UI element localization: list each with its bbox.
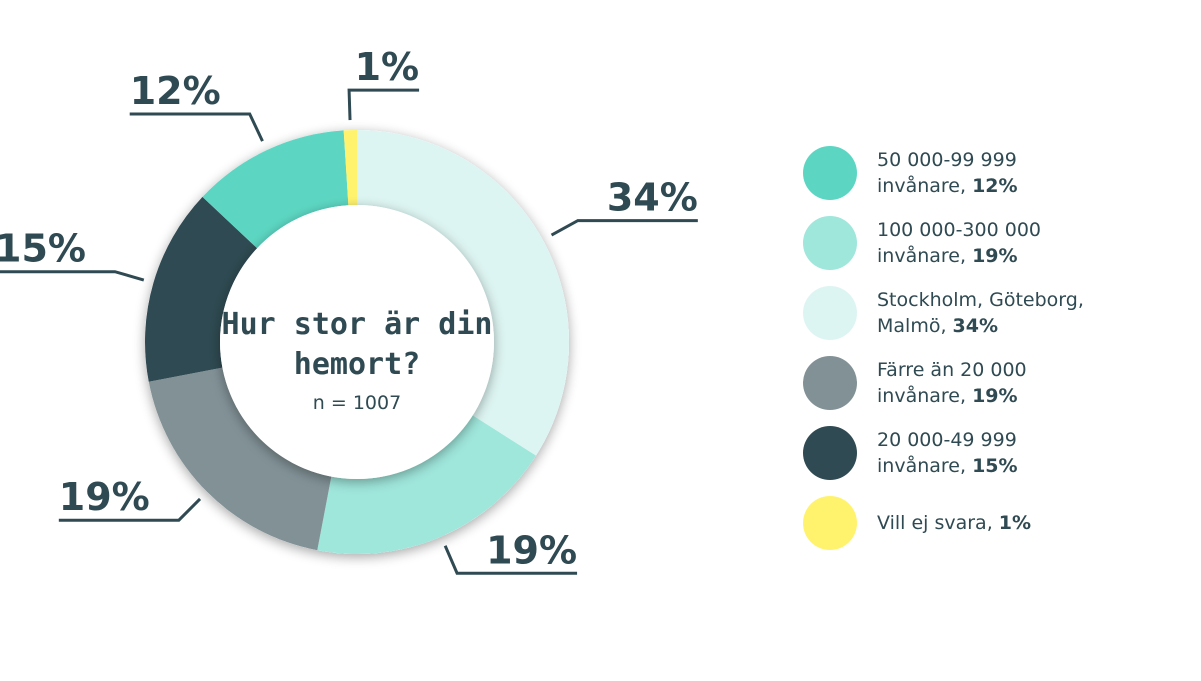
legend-label-line-2: invånare,	[877, 245, 973, 267]
center-text: Hur stor är din hemort? n = 1007	[222, 307, 493, 414]
legend-value: 19%	[972, 245, 1018, 267]
chart-title-line-1: Hur stor är din	[222, 307, 493, 342]
legend-swatch	[803, 146, 857, 200]
legend-value: 19%	[972, 385, 1018, 407]
legend-item: Stockholm, Göteborg, Malmö, 34%	[803, 286, 1193, 340]
legend-item: 100 000-300 000 invånare, 19%	[803, 216, 1193, 270]
legend-label-line-1: 100 000-300 000	[877, 219, 1041, 241]
leader-line	[0, 270, 145, 282]
legend-swatch	[803, 426, 857, 480]
pie-slice	[357, 130, 569, 456]
legend-label-line-2: invånare,	[877, 455, 973, 477]
legend-label: Färre än 20 000 invånare, 19%	[877, 357, 1027, 409]
chart-subtitle: n = 1007	[313, 392, 401, 414]
legend-label-line-1: Färre än 20 000	[877, 359, 1027, 381]
legend-label-line-1: 50 000-99 999	[877, 149, 1017, 171]
legend-label: Vill ej svara, 1%	[877, 510, 1031, 536]
labels-group: 34% 19% 19% 15% 12% 1%	[0, 45, 698, 572]
slices-group	[145, 130, 569, 554]
data-label: 19%	[59, 475, 150, 519]
data-label: 12%	[130, 69, 221, 113]
legend-swatch	[803, 216, 857, 270]
legend-value: 12%	[972, 175, 1018, 197]
legend-label: 50 000-99 999 invånare, 12%	[877, 147, 1018, 199]
leaders-group	[0, 88, 698, 575]
legend-label-line-2: invånare,	[877, 385, 973, 407]
pie-slice	[145, 196, 258, 382]
legend-swatch	[803, 286, 857, 340]
legend-label: Stockholm, Göteborg, Malmö, 34%	[877, 287, 1084, 339]
leader-line	[58, 497, 202, 522]
legend-label: 20 000-49 999 invånare, 15%	[877, 427, 1018, 479]
donut-hole	[220, 205, 494, 479]
pie-slice	[202, 130, 349, 249]
chart-title-line-2: hemort?	[294, 347, 420, 382]
leader-line	[347, 88, 420, 121]
pie-slice	[343, 130, 357, 206]
data-label: 1%	[355, 45, 420, 89]
legend-label: 100 000-300 000 invånare, 19%	[877, 217, 1041, 269]
pie-slice	[317, 415, 536, 554]
legend-item: 20 000-49 999 invånare, 15%	[803, 426, 1193, 480]
leader-line	[550, 219, 698, 237]
legend-value: 15%	[972, 455, 1018, 477]
legend-label-line-2: Malmö,	[877, 315, 953, 337]
legend-item: Vill ej svara, 1%	[803, 496, 1193, 550]
data-label: 34%	[607, 176, 698, 220]
leader-line	[129, 112, 264, 142]
legend-item: 50 000-99 999 invånare, 12%	[803, 146, 1193, 200]
legend-label-line-2: invånare,	[877, 175, 973, 197]
pie-slice	[148, 367, 332, 551]
legend-swatch	[803, 356, 857, 410]
legend-label-line-1: Vill ej svara,	[877, 512, 999, 534]
data-label: 19%	[486, 528, 577, 572]
leader-line	[443, 545, 578, 575]
legend: 50 000-99 999 invånare, 12% 100 000-300 00…	[803, 146, 1193, 566]
legend-label-line-1: 20 000-49 999	[877, 429, 1017, 451]
legend-label-line-1: Stockholm, Göteborg,	[877, 289, 1084, 311]
data-label: 15%	[0, 227, 86, 271]
legend-value: 34%	[952, 315, 999, 337]
legend-value: 1%	[998, 512, 1032, 534]
legend-swatch	[803, 496, 857, 550]
legend-item: Färre än 20 000 invånare, 19%	[803, 356, 1193, 410]
